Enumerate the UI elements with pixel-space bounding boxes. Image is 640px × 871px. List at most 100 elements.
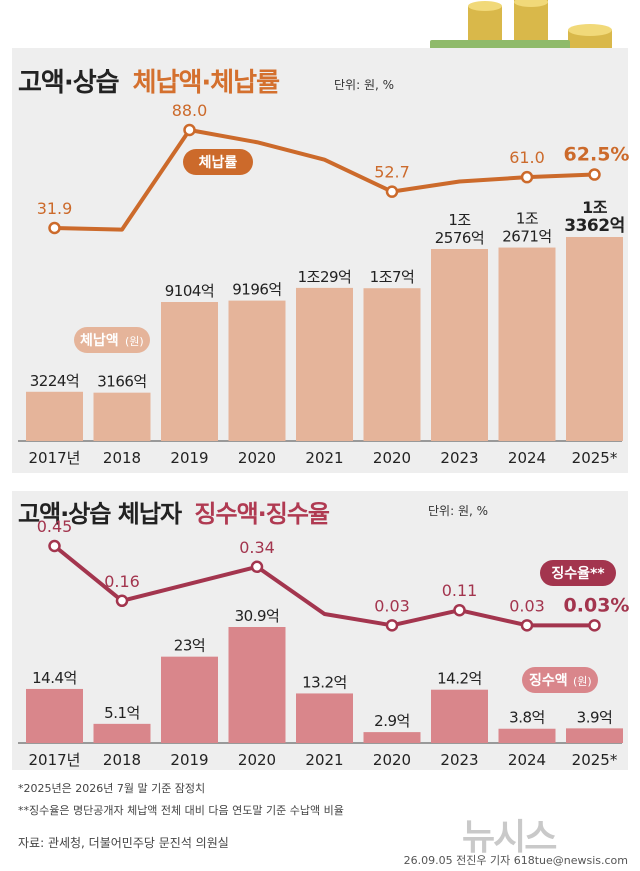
bar-value-label-1-8: 1조 <box>582 198 608 217</box>
amount-badge-2: 징수액 <box>529 672 568 689</box>
chart1-title-part2: 체납액·체납률 <box>132 68 280 98</box>
category-label-2-8: 2025* <box>572 751 618 769</box>
bar-value-label-2-7: 3.8억 <box>509 709 545 727</box>
chart1-title-part1: 고액·상습 <box>18 68 120 98</box>
rate-point-2-1 <box>115 594 129 608</box>
chart2-title-part1: 고액·상습 체납자 <box>18 500 182 528</box>
rate-label-2-0: 0.45 <box>37 517 73 536</box>
category-label-1-7: 2024 <box>508 449 546 467</box>
rate-label-2-1: 0.16 <box>104 572 140 591</box>
category-label-2-7: 2024 <box>508 751 546 769</box>
bar-1-4 <box>296 287 353 441</box>
bar-2-7 <box>498 728 556 743</box>
category-label-1-3: 2020 <box>238 449 276 467</box>
rate-label-2-3: 0.34 <box>239 538 275 557</box>
bar-value-label-1-5: 1조7억 <box>370 268 415 286</box>
amount-badge-bg-2 <box>522 667 598 693</box>
bar-2-4 <box>296 693 353 743</box>
rate-label-2-5: 0.03 <box>374 596 410 615</box>
bar-value-label-2-3: 30.9억 <box>235 607 280 625</box>
amount-badge-unit-1: (원) <box>125 335 144 348</box>
category-label-2-3: 2020 <box>238 751 276 769</box>
rate-badge-1: 체납률 <box>199 154 238 171</box>
bar-value-label-1-3: 9196억 <box>232 281 281 299</box>
amount-badge-1: 체납액 <box>80 332 119 349</box>
rate-label-2-6: 0.11 <box>442 581 478 600</box>
category-label-1-5: 2020 <box>373 449 411 467</box>
category-label-2-4: 2021 <box>305 751 343 769</box>
rate-label-2-8: 0.03% <box>564 594 630 616</box>
bar-value-label-1-0: 3224억 <box>30 372 79 390</box>
bar-value-label-2-5: 2.9억 <box>374 712 410 730</box>
bar-value-label-1-7: 2671억 <box>502 228 551 246</box>
bar-2-1 <box>93 723 151 743</box>
source-note: 자료: 관세청, 더불어민주당 문진석 의원실 <box>18 836 229 850</box>
bar-1-2 <box>161 302 218 441</box>
category-label-1-6: 2023 <box>440 449 478 467</box>
rate-label-1-2: 88.0 <box>172 101 208 120</box>
bar-1-3 <box>228 300 286 441</box>
bar-2-5 <box>363 732 421 743</box>
rate-label-1-0: 31.9 <box>37 199 73 218</box>
category-label-1-1: 2018 <box>103 449 141 467</box>
rate-line-2 <box>53 544 595 628</box>
chart1-unit: 단위: 원, % <box>334 78 395 92</box>
bar-1-7 <box>498 247 556 441</box>
rate-point-2-6 <box>453 603 466 617</box>
footnote-collection-rate: **징수율은 명단공개자 체납액 전체 대비 다음 연도말 기준 수납액 비율 <box>18 804 344 817</box>
rate-point-2-7 <box>520 619 534 632</box>
bar-value-label-2-8: 3.9억 <box>577 708 613 726</box>
chart2-title: 고액·상습 체납자 징수액·징수율 <box>18 494 330 529</box>
amount-badge-bg-1 <box>74 327 150 353</box>
bar-value-label-1-1: 3166억 <box>97 373 146 391</box>
rate-point-2-8 <box>588 619 601 632</box>
category-label-1-0: 2017년 <box>29 449 81 467</box>
bar-1-8 <box>566 237 623 441</box>
chart2-unit: 단위: 원, % <box>428 504 489 518</box>
bar-value-label-1-7: 1조 <box>516 210 539 228</box>
rate-point-2-5 <box>385 619 399 632</box>
rate-line-1 <box>54 128 595 232</box>
rate-point-1-5 <box>385 185 399 198</box>
amount-badge-unit-2: (원) <box>573 675 592 688</box>
bar-2-3 <box>228 627 286 743</box>
bar-2-0 <box>26 688 83 743</box>
bar-1-0 <box>26 391 83 441</box>
bar-2-2 <box>161 656 218 743</box>
bar-value-label-2-6: 14.2억 <box>437 670 482 688</box>
footnote-provisional: *2025년은 2026년 7월 말 기준 잠정치 <box>18 782 206 795</box>
bar-1-5 <box>363 288 421 441</box>
chart2-title-part2: 징수액·징수율 <box>194 500 330 528</box>
rate-point-1-2 <box>183 123 196 137</box>
bar-value-label-1-2: 9104억 <box>165 282 214 300</box>
rate-badge-bg-2 <box>540 560 616 586</box>
rate-point-1-8 <box>588 168 601 181</box>
category-label-2-2: 2019 <box>170 751 208 769</box>
bar-value-label-2-4: 13.2억 <box>302 673 347 691</box>
rate-point-1-7 <box>520 170 534 184</box>
bar-value-label-1-6: 1조 <box>448 211 471 229</box>
credit-line: 26.09.05 전진우 기자 618tue@newsis.com <box>403 854 628 867</box>
chart1-svg: 3224억2017년3166억20189104억20199196억20201조2… <box>18 101 630 467</box>
rate-label-2-7: 0.03 <box>509 596 545 615</box>
bar-value-label-2-2: 23억 <box>174 637 205 655</box>
chart1-title: 고액·상습 체납액·체납률 <box>18 62 280 99</box>
newsis-logo: 뉴시스 <box>462 817 557 858</box>
bar-value-label-1-8: 3362억 <box>564 216 624 236</box>
category-label-2-1: 2018 <box>103 751 141 769</box>
rate-label-1-8: 62.5% <box>564 144 630 166</box>
bar-1-1 <box>93 392 151 441</box>
rate-label-1-7: 61.0 <box>509 148 545 167</box>
category-label-2-0: 2017년 <box>29 751 81 769</box>
rate-point-2-3 <box>250 560 264 574</box>
category-label-1-8: 2025* <box>572 449 618 467</box>
rate-badge-bg-1 <box>183 149 253 175</box>
bar-value-label-1-6: 2576억 <box>435 229 484 247</box>
category-label-1-4: 2021 <box>305 449 343 467</box>
bar-2-6 <box>431 689 488 743</box>
bar-value-label-1-4: 1조29억 <box>298 268 352 286</box>
bar-2-8 <box>566 728 623 743</box>
category-label-2-6: 2023 <box>440 751 478 769</box>
bar-value-label-2-0: 14.4억 <box>32 669 77 687</box>
